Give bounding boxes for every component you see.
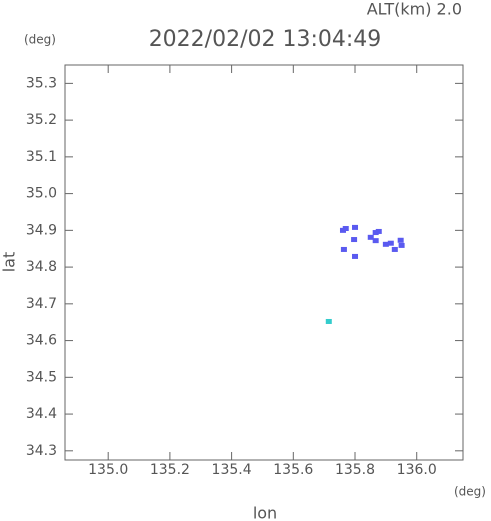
x-tick-label: 135.8 [335,462,375,478]
y-tick-label: 34.9 [26,222,57,238]
point [387,240,394,246]
y-unit: (deg) [24,33,56,47]
y-tick-label: 34.5 [26,369,57,385]
plot-frame [64,64,464,461]
point [340,246,347,252]
x-axis-label: lon [253,504,277,521]
x-unit: (deg) [454,485,486,499]
y-tick-label: 34.8 [26,259,57,275]
chart-title: 2022/02/02 13:04:49 [149,27,382,52]
point [375,228,382,234]
x-tick-label: 135.4 [212,462,252,478]
x-tick-label: 135.6 [273,462,313,478]
y-tick-label: 35.3 [26,75,57,91]
x-tick-label: 136.0 [397,462,437,478]
y-tick-label: 34.3 [26,443,57,459]
y-tick-label: 35.0 [26,186,57,202]
x-tick-label: 135.0 [88,462,128,478]
altitude-label: ALT(km) 2.0 [367,0,462,19]
x-tick-label: 135.2 [150,462,190,478]
point [351,237,358,243]
point [372,230,379,236]
point [342,226,349,232]
y-tick-label: 34.4 [26,406,57,422]
y-tick-label: 34.7 [26,296,57,312]
y-tick-label: 35.2 [26,112,57,128]
y-tick-label: 35.1 [26,149,57,165]
point [372,238,379,244]
y-axis-label: lat [0,252,19,273]
point [367,234,374,240]
y-tick-label: 34.6 [26,333,57,349]
point [325,318,332,324]
point [352,224,359,230]
point [397,237,404,243]
point [391,246,398,252]
point [382,241,389,247]
point [398,242,405,248]
point [352,253,359,259]
